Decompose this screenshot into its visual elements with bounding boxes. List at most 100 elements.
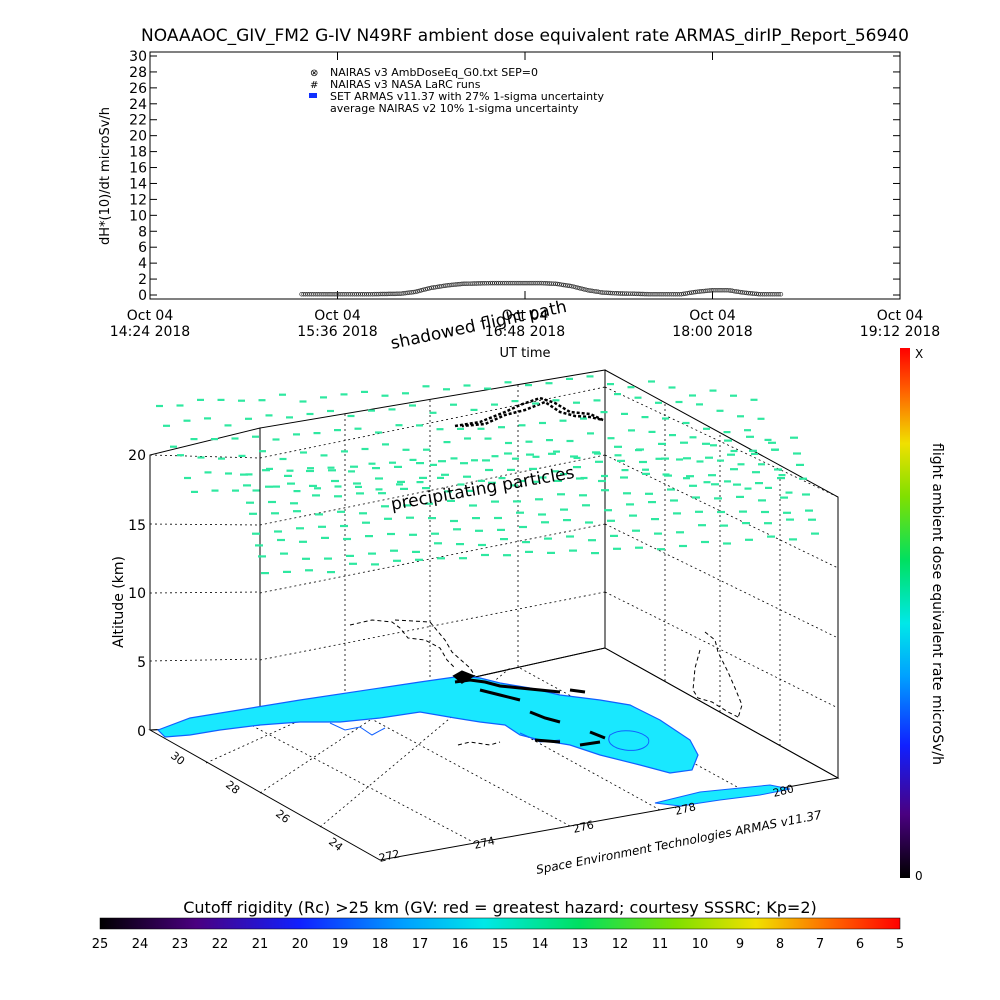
particle-point bbox=[716, 409, 724, 412]
colorbar-tick-label: 7 bbox=[816, 937, 824, 952]
right-colorbar-bottom-label: 0 bbox=[915, 869, 923, 883]
right-colorbar-title: flight ambient dose equivalent rate micr… bbox=[929, 443, 945, 765]
right-wall-grid bbox=[604, 386, 839, 746]
particle-point bbox=[790, 436, 798, 439]
particle-point bbox=[312, 494, 320, 497]
particle-point bbox=[673, 512, 681, 515]
particle-point bbox=[642, 468, 649, 471]
particle-point bbox=[623, 492, 631, 495]
particle-point bbox=[437, 476, 444, 479]
particle-point bbox=[723, 542, 731, 545]
timeseries-point bbox=[569, 283, 574, 289]
particle-point bbox=[368, 409, 375, 412]
particle-point bbox=[170, 445, 177, 448]
particle-point bbox=[498, 426, 505, 429]
particle-point bbox=[614, 454, 622, 457]
particle-point bbox=[573, 456, 581, 459]
timeseries-point bbox=[583, 287, 589, 293]
particle-point bbox=[156, 404, 163, 408]
particle-point bbox=[639, 460, 647, 464]
timeseries-point bbox=[738, 289, 743, 295]
particle-point bbox=[689, 436, 697, 439]
particle-point bbox=[393, 559, 401, 562]
particle-point bbox=[328, 469, 336, 472]
y-tick-label: 2 bbox=[138, 272, 147, 288]
particle-point bbox=[456, 543, 464, 546]
particle-point bbox=[491, 500, 499, 503]
particle-point bbox=[525, 550, 533, 553]
particle-point bbox=[318, 525, 326, 528]
particle-point bbox=[539, 476, 547, 479]
particle-point bbox=[730, 468, 738, 471]
particle-point bbox=[755, 482, 763, 485]
particle-point bbox=[224, 424, 232, 427]
particle-point bbox=[314, 487, 321, 490]
particle-point bbox=[394, 465, 402, 468]
x-tick-label: Oct 04 bbox=[689, 308, 736, 324]
timeseries-point bbox=[573, 284, 579, 290]
altitude-axis-label: Altitude (km) bbox=[111, 556, 127, 648]
legend-symbol-nairas-g0: ⊗ bbox=[310, 68, 318, 79]
particle-point bbox=[594, 452, 601, 455]
particle-point bbox=[428, 517, 436, 520]
timeseries-point bbox=[575, 285, 581, 291]
particle-point bbox=[560, 473, 567, 476]
particle-point bbox=[739, 510, 747, 513]
particle-point bbox=[217, 398, 225, 401]
particle-point bbox=[802, 493, 810, 496]
particle-point bbox=[651, 518, 659, 521]
particle-point bbox=[307, 467, 314, 470]
particle-point bbox=[402, 392, 409, 395]
particle-point bbox=[231, 437, 239, 440]
timeseries-point bbox=[425, 286, 430, 292]
particle-point bbox=[541, 521, 549, 524]
particle-point bbox=[758, 463, 765, 466]
particle-point bbox=[607, 437, 615, 440]
particle-point bbox=[538, 513, 546, 516]
legend-symbol-armas bbox=[309, 93, 317, 98]
particle-point bbox=[705, 456, 713, 459]
particle-point bbox=[409, 533, 417, 536]
latitude-tick: 30 bbox=[168, 749, 187, 768]
particle-point bbox=[356, 492, 364, 495]
particle-point bbox=[258, 399, 266, 402]
longitude-ticks: 272 274 276 278 280 bbox=[378, 782, 796, 865]
particle-point bbox=[749, 449, 757, 452]
particle-point bbox=[799, 477, 807, 480]
x-tick-label: Oct 04 bbox=[314, 308, 361, 324]
altitude-ticks: 0 5 10 15 20 bbox=[128, 448, 146, 740]
particle-point bbox=[607, 519, 615, 522]
particle-point bbox=[711, 483, 719, 486]
particle-point bbox=[627, 386, 635, 389]
particle-point bbox=[628, 429, 635, 432]
particle-point bbox=[629, 514, 637, 517]
particle-point bbox=[592, 451, 600, 454]
particle-point bbox=[563, 519, 571, 522]
particle-point bbox=[793, 452, 801, 455]
particle-point bbox=[252, 435, 259, 438]
legend-label-nairas-g0: NAIRAS v3 AmbDoseEq_G0.txt SEP=0 bbox=[330, 66, 538, 79]
particle-point bbox=[402, 448, 410, 451]
latitude-tick: 24 bbox=[326, 835, 345, 854]
particle-point bbox=[429, 411, 437, 414]
particle-point bbox=[519, 525, 527, 529]
particle-point bbox=[737, 415, 744, 418]
y-tick-label: 4 bbox=[138, 256, 147, 272]
particle-point bbox=[252, 489, 260, 492]
particle-point bbox=[658, 442, 666, 445]
particle-point bbox=[557, 493, 565, 496]
x-tick-label: Oct 04 bbox=[877, 308, 924, 324]
particle-point bbox=[566, 439, 574, 443]
legend-label-nairas-v2: average NAIRAS v2 10% 1-sigma uncertaint… bbox=[330, 102, 579, 115]
colorbar-tick-label: 19 bbox=[332, 937, 349, 952]
particle-point bbox=[183, 419, 191, 422]
longitude-tick: 274 bbox=[473, 834, 497, 852]
latitude-tick: 26 bbox=[273, 807, 292, 826]
right-colorbar-gradient bbox=[900, 348, 910, 878]
particle-point bbox=[272, 438, 280, 441]
particle-point bbox=[265, 485, 273, 488]
altitude-tick: 10 bbox=[128, 586, 146, 602]
timeseries-point bbox=[729, 288, 735, 294]
particle-point bbox=[470, 408, 478, 411]
